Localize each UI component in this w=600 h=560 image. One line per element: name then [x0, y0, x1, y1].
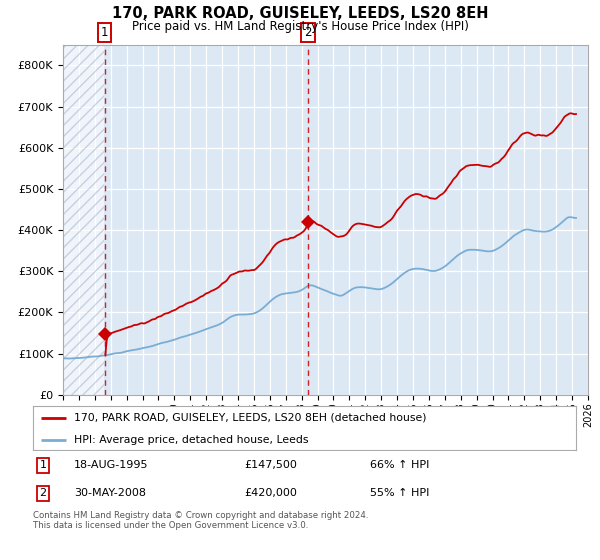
Text: £147,500: £147,500 [245, 460, 298, 470]
Text: 55% ↑ HPI: 55% ↑ HPI [370, 488, 429, 498]
Text: £420,000: £420,000 [245, 488, 298, 498]
Text: 18-AUG-1995: 18-AUG-1995 [74, 460, 148, 470]
Text: 170, PARK ROAD, GUISELEY, LEEDS, LS20 8EH (detached house): 170, PARK ROAD, GUISELEY, LEEDS, LS20 8E… [74, 413, 426, 423]
Text: Contains HM Land Registry data © Crown copyright and database right 2024.
This d: Contains HM Land Registry data © Crown c… [33, 511, 368, 530]
Text: 30-MAY-2008: 30-MAY-2008 [74, 488, 146, 498]
Text: 170, PARK ROAD, GUISELEY, LEEDS, LS20 8EH: 170, PARK ROAD, GUISELEY, LEEDS, LS20 8E… [112, 6, 488, 21]
Text: 66% ↑ HPI: 66% ↑ HPI [370, 460, 429, 470]
Text: Price paid vs. HM Land Registry's House Price Index (HPI): Price paid vs. HM Land Registry's House … [131, 20, 469, 32]
Text: 1: 1 [101, 26, 109, 39]
Text: 2: 2 [40, 488, 47, 498]
Text: 1: 1 [40, 460, 47, 470]
Text: HPI: Average price, detached house, Leeds: HPI: Average price, detached house, Leed… [74, 435, 308, 445]
Text: 2: 2 [304, 26, 312, 39]
